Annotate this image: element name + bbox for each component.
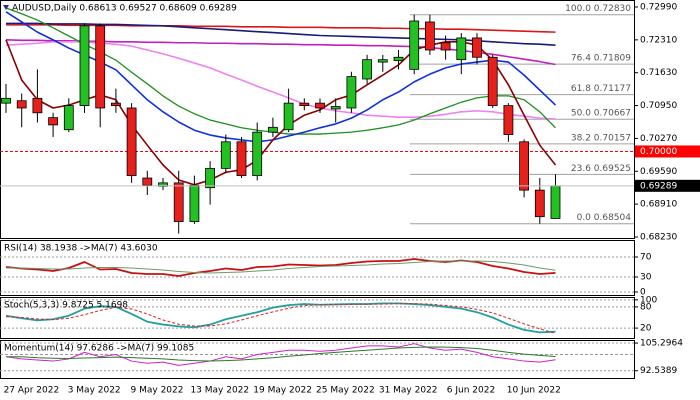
candle-body [487,56,498,106]
y-tick-label: 0 [640,288,646,298]
candle-body [299,102,310,106]
indicator-line [5,302,556,334]
x-tick-label: 19 May 2022 [253,386,312,396]
panel-title: Momentum(14) 97.6286 ->MA(7) 99.1085 [4,344,194,354]
indicator-line [5,343,556,366]
candle-body [424,21,435,51]
y-tick-label: 0.69590 [640,167,677,177]
candle-body [173,182,184,222]
candle-body [48,117,58,126]
indicator-line [6,346,556,362]
candle-body [346,76,357,109]
y-tick-label: 0.72990 [640,3,677,13]
candle-body [472,37,482,58]
candle-body [79,25,90,106]
candle-body [1,97,11,104]
candle-body [330,106,341,110]
candle-body [503,105,514,135]
fib-label: 100.0 0.72830 [565,4,631,14]
y-tick-label: 0.68230 [640,232,677,242]
candle-body [440,42,451,51]
panel-frames [0,0,635,379]
candle-body [283,102,294,131]
x-tick-label: 9 May 2022 [131,386,184,396]
level-tag [635,145,700,158]
stoch-panel-frame [0,297,635,339]
candle-body [142,177,153,186]
candle-body [220,141,231,169]
candle-body [393,56,404,62]
x-tick-label: 3 May 2022 [68,386,121,396]
last-price-tag [635,179,700,192]
candle-body [252,131,263,177]
candle-body [267,126,278,133]
indicator-line [6,260,556,274]
candle-body [409,20,420,70]
y-tick-label: 70 [640,253,652,263]
indicator-line [5,303,556,334]
y-tick-label: 0.72310 [640,35,677,45]
last-price-label: 0.69289 [640,181,677,191]
candle-body [236,141,247,177]
panel-title: AUDUSD,Daily 0.68613 0.69527 0.68609 0.6… [12,4,237,14]
candle-body [534,189,545,218]
x-tick-label: 10 Jun 2022 [507,386,561,396]
y-tick-label: 80 [640,302,652,312]
candle-body [205,167,216,189]
x-tick-label: 31 May 2022 [379,386,438,396]
candle-body [456,37,467,61]
x-tick-label: 6 Jun 2022 [447,386,495,396]
y-tick-label: 0.70270 [640,134,677,144]
fib-label: 61.8 0.71177 [571,84,631,94]
fib-label: 50.0 0.70667 [571,109,631,119]
y-tick-label: 0.68910 [640,200,677,210]
candle-body [16,100,27,109]
candle-body [377,59,388,63]
y-tick-label: 0.70950 [640,101,677,111]
fib-label: 23.6 0.69525 [571,164,631,174]
main-panel-frame [0,0,635,239]
y-tick-label: 105.2964 [640,339,683,349]
candle-body [32,97,43,114]
panel-title: RSI(14) 38.1938 ->MA(7) 43.6030 [4,244,158,254]
fib-label: 76.4 0.71809 [571,54,631,64]
y-tick-label: 0.71630 [640,68,677,78]
title-icon [3,5,9,10]
y-tick-label: 100 [640,295,657,305]
candle-body [63,105,74,131]
x-tick-label: 13 May 2022 [190,386,249,396]
candle-body [550,185,561,219]
rsi-panel-frame [0,240,635,296]
candle-body [189,184,200,222]
panel-title: Stoch(5,3,3) 9.8725 5.1698 [4,301,128,311]
candle-body [519,141,529,191]
y-tick-label: 20 [640,324,652,334]
level-tag-label: 0.70000 [640,147,677,157]
candle-body [111,102,121,106]
candle-body [362,59,373,80]
x-tick-label: 27 Apr 2022 [4,386,60,396]
fib-label: 38.2 0.70157 [571,133,631,143]
momentum-panel-frame [0,340,635,379]
indicator-line [6,24,556,33]
candle-body [95,25,106,109]
y-tick-label: 92.5389 [640,366,677,376]
x-tick-label: 25 May 2022 [316,386,375,396]
candle-body [315,102,325,109]
candle-body [126,107,137,177]
fib-label: 0.0 0.68504 [577,213,632,223]
y-tick-label: 30 [640,273,652,283]
